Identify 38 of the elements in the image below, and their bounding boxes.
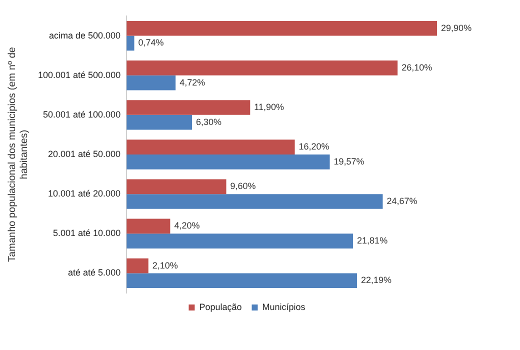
data-label: 4,72% [180,77,206,88]
bar [126,234,354,248]
bar [126,100,250,115]
legend-label: População [199,302,242,312]
bar [126,36,134,51]
data-label: 2,10% [152,260,178,270]
bar [126,273,357,288]
bar [126,218,170,234]
y-tick-label: até até 5.000 [68,268,121,278]
data-label: 9,60% [230,181,256,192]
bar [126,140,295,154]
data-label: 21,81% [357,236,388,246]
data-label: 11,90% [254,102,284,112]
data-label: 0,74% [138,38,164,48]
bar [126,258,148,274]
y-tick-label: 20.001 até 50.000 [48,148,121,159]
data-label: 19,57% [334,156,364,166]
y-tick-label: 10.001 até 20.000 [48,188,121,199]
data-label: 29,90% [441,22,472,33]
data-label: 16,20% [298,142,330,152]
legend-label: Municípios [262,302,306,312]
y-tick-label: 50.001 até 100.000 [43,109,121,120]
bar [126,114,192,130]
data-label: 24,67% [386,196,418,206]
bar [126,154,330,170]
bar [126,179,226,194]
bar [126,75,176,90]
bar [126,20,438,36]
data-label: 22,19% [360,275,392,286]
data-label: 26,10% [402,62,432,72]
y-axis-title: Tamanho populacional dos municipios (em nº de habitantes) [6,46,30,262]
y-tick-label: 100.001 até 500.000 [38,70,121,80]
data-label: 6,30% [196,116,222,127]
data-label: 4,20% [174,220,200,231]
y-tick-label: 5.001 até 10.000 [53,228,121,238]
y-tick-label: acima de 500.000 [49,30,121,40]
bar [126,60,398,76]
bar [126,194,383,209]
